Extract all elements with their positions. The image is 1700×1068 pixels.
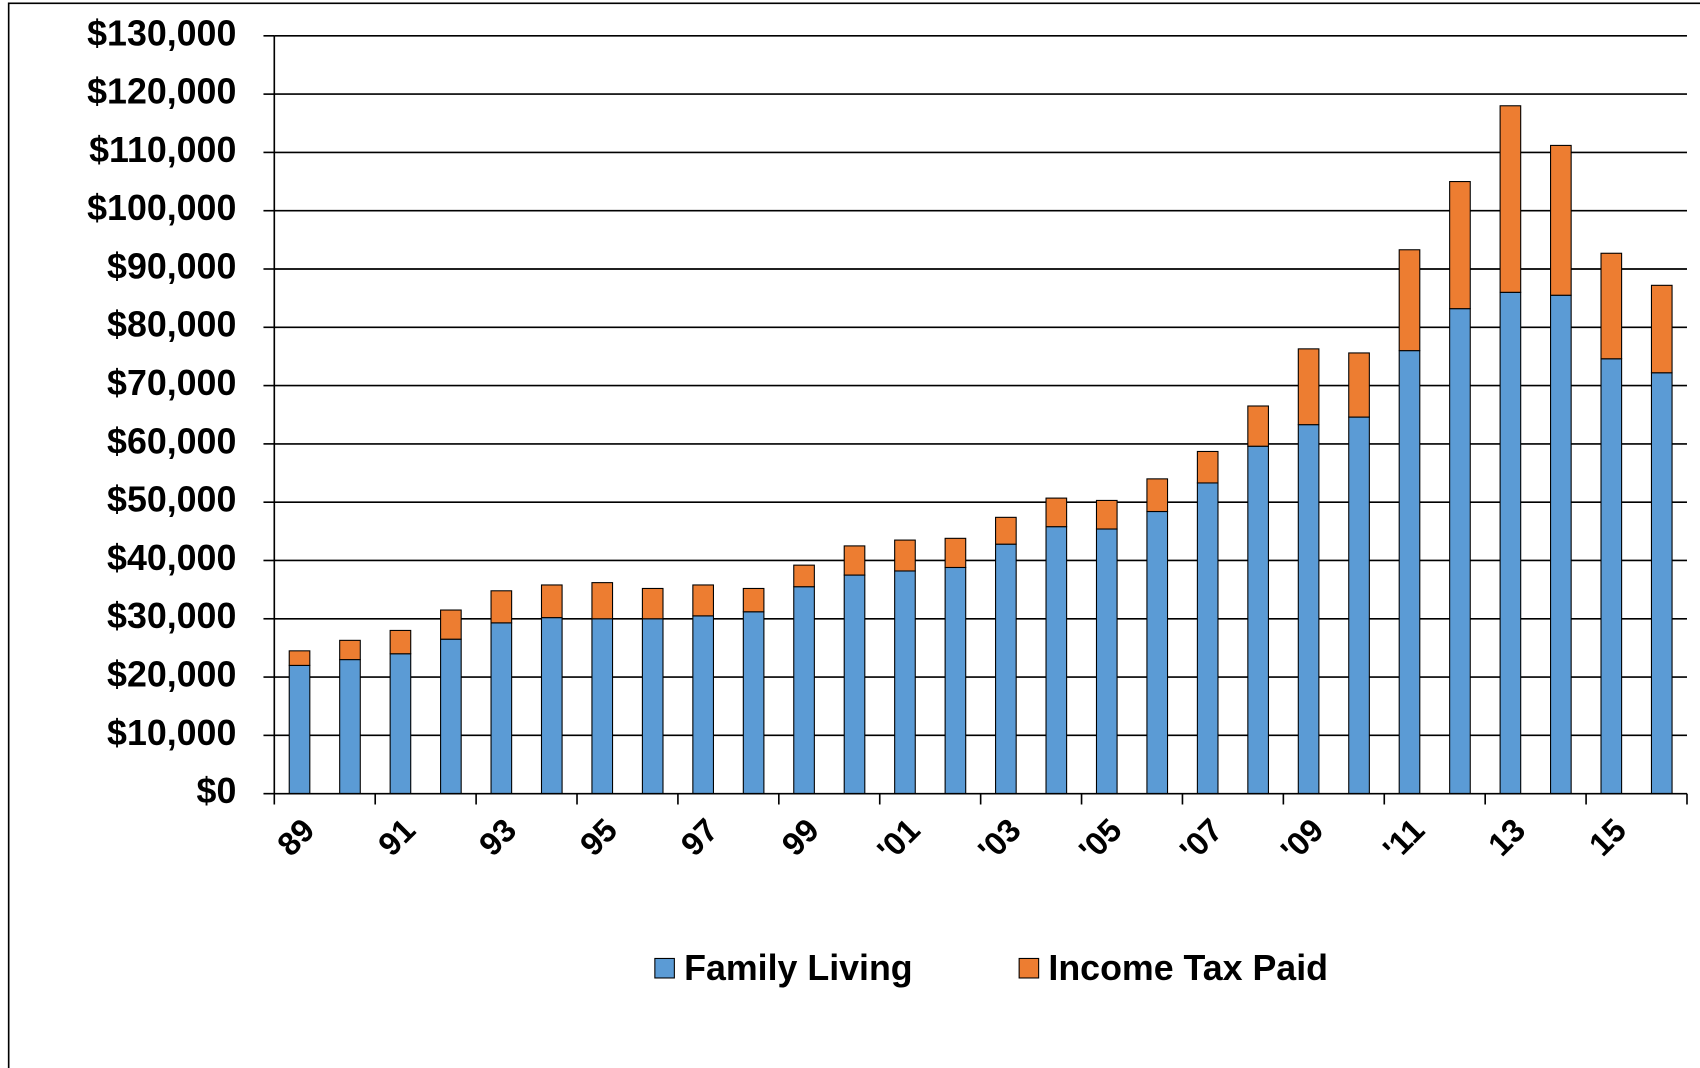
bar-segment bbox=[692, 584, 714, 617]
x-tick-label: '07 bbox=[1173, 812, 1230, 869]
bar-segment bbox=[1247, 405, 1269, 447]
bar-segment bbox=[692, 615, 714, 795]
bar-segment bbox=[1398, 249, 1421, 352]
bar-segment bbox=[540, 584, 563, 619]
bar-segment bbox=[1398, 350, 1421, 795]
y-tick-label: $50,000 bbox=[107, 480, 236, 520]
bar-segment bbox=[1650, 284, 1673, 374]
x-tick-label: 97 bbox=[674, 812, 725, 863]
bar-segment bbox=[944, 566, 967, 795]
bar-segment bbox=[1146, 478, 1169, 513]
bar-segment bbox=[894, 539, 916, 572]
x-tick-label: 13 bbox=[1481, 812, 1532, 863]
bar-segment bbox=[1650, 372, 1673, 795]
x-tick-label: 91 bbox=[371, 812, 422, 863]
bar-segment bbox=[339, 659, 361, 795]
y-tick-label: $110,000 bbox=[89, 130, 236, 170]
y-tick-label: $120,000 bbox=[87, 72, 236, 112]
bar-segment bbox=[1550, 144, 1572, 296]
bar-segment bbox=[1550, 294, 1572, 795]
bar-segment bbox=[440, 609, 462, 640]
bar-segment bbox=[440, 638, 462, 795]
bar-segment bbox=[1499, 291, 1522, 795]
x-tick-label: '11 bbox=[1376, 812, 1431, 867]
y-tick-label: $10,000 bbox=[107, 713, 236, 753]
bar-segment bbox=[389, 653, 412, 795]
y-tick-label: $30,000 bbox=[107, 596, 236, 636]
bar-segment bbox=[995, 543, 1017, 795]
x-tick-label: 99 bbox=[775, 812, 826, 863]
bar-segment bbox=[995, 516, 1017, 545]
bar-segment bbox=[1449, 181, 1471, 310]
bar-segment bbox=[1247, 445, 1269, 795]
bar-segment bbox=[490, 590, 513, 624]
y-tick-label: $80,000 bbox=[107, 305, 236, 345]
y-tick-label: $100,000 bbox=[87, 188, 236, 228]
bar-segment bbox=[591, 618, 614, 795]
y-tick-label: $60,000 bbox=[107, 421, 236, 461]
bar-segment bbox=[490, 622, 513, 795]
x-tick-label: 95 bbox=[573, 812, 624, 863]
bar-segment bbox=[1095, 528, 1118, 795]
y-tick-label: $130,000 bbox=[87, 13, 236, 53]
bar-segment bbox=[1297, 348, 1320, 426]
x-tick-label: 15 bbox=[1582, 812, 1633, 863]
x-tick-label: '03 bbox=[971, 812, 1028, 869]
bar-segment bbox=[288, 650, 311, 666]
x-tick-label: '09 bbox=[1274, 812, 1331, 869]
y-tick-label: $40,000 bbox=[107, 538, 236, 578]
bar-segment bbox=[1045, 497, 1068, 528]
legend-swatch bbox=[1018, 957, 1040, 979]
bar-segment bbox=[793, 586, 815, 795]
x-tick-label: '01 bbox=[870, 812, 927, 869]
y-tick-label: $20,000 bbox=[107, 655, 236, 695]
bar-segment bbox=[540, 617, 563, 795]
legend-swatch bbox=[654, 957, 675, 979]
chart-border bbox=[7, 2, 1700, 1068]
bar-segment bbox=[793, 564, 815, 588]
bar-segment bbox=[1196, 482, 1219, 795]
y-tick-label: $0 bbox=[197, 771, 237, 811]
bar-segment bbox=[1449, 308, 1471, 795]
bar-segment bbox=[1146, 510, 1169, 795]
bar-segment bbox=[944, 537, 967, 569]
y-tick-label: $90,000 bbox=[107, 246, 236, 286]
bar-segment bbox=[1499, 105, 1522, 293]
bar-segment bbox=[742, 587, 765, 613]
bar-segment bbox=[843, 574, 866, 795]
bar-segment bbox=[1348, 352, 1370, 418]
bar-segment bbox=[641, 587, 664, 620]
x-tick-label: 89 bbox=[270, 812, 321, 863]
bar-segment bbox=[1297, 424, 1320, 795]
bar-segment bbox=[1196, 450, 1219, 484]
y-tick-label: $70,000 bbox=[107, 363, 236, 403]
bar-segment bbox=[389, 629, 412, 655]
bar-segment bbox=[641, 618, 664, 795]
x-tick-label: '05 bbox=[1072, 812, 1129, 869]
bar-segment bbox=[894, 570, 916, 795]
bar-segment bbox=[742, 611, 765, 795]
bar-segment bbox=[1045, 526, 1068, 795]
bar-segment bbox=[1600, 358, 1623, 795]
bar-segment bbox=[1348, 416, 1370, 795]
bar-segment bbox=[288, 664, 311, 795]
bar-segment bbox=[1600, 252, 1623, 360]
legend-label: Income Tax Paid bbox=[1048, 948, 1328, 988]
bar-segment bbox=[843, 545, 866, 576]
bar-segment bbox=[591, 582, 614, 620]
x-tick-label: 93 bbox=[472, 812, 523, 863]
bar-segment bbox=[1095, 499, 1118, 530]
bar-segment bbox=[339, 639, 361, 661]
legend-label: Family Living bbox=[684, 948, 913, 988]
